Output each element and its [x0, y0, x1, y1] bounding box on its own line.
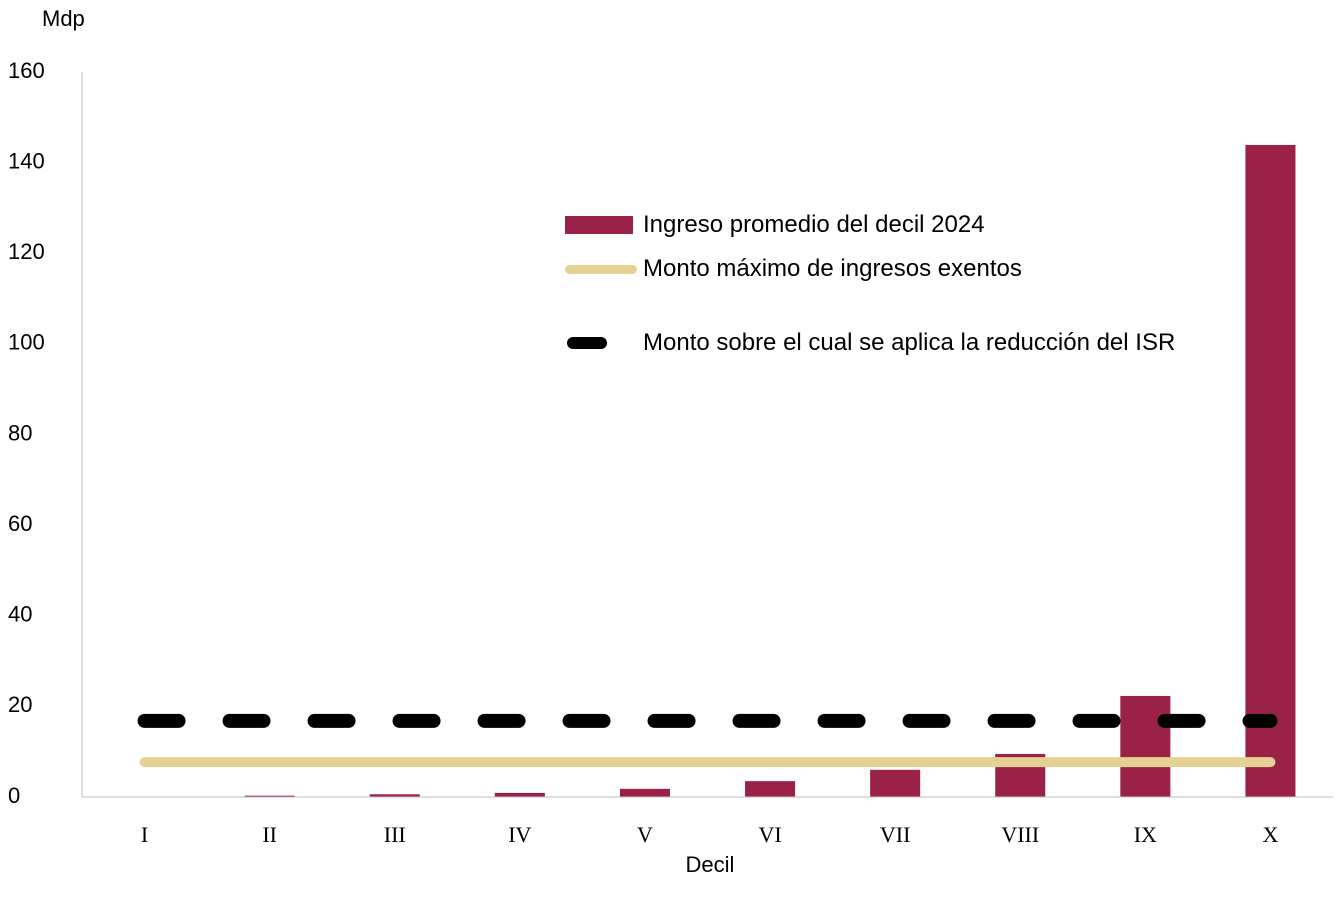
- y-tick-label: 80: [8, 420, 32, 445]
- bar: [494, 792, 545, 797]
- x-tick-label: II: [262, 822, 277, 847]
- legend-label: Monto máximo de ingresos exentos: [643, 255, 1022, 282]
- bar: [1120, 695, 1171, 797]
- x-axis-title: Decil: [686, 852, 735, 877]
- x-tick-label: I: [141, 822, 148, 847]
- legend-entry: Monto sobre el cual se aplica la reducci…: [565, 324, 1183, 362]
- y-tick-label: 100: [8, 330, 45, 355]
- bar: [870, 769, 921, 797]
- y-tick-label: 0: [8, 783, 20, 808]
- bar: [369, 794, 420, 797]
- bar: [619, 788, 670, 797]
- y-tick-label: 140: [8, 148, 45, 173]
- y-tick-label: 160: [8, 58, 45, 83]
- legend-swatch: [565, 324, 637, 362]
- bar: [244, 795, 295, 797]
- x-tick-label: IX: [1134, 822, 1157, 847]
- y-axis-title: Mdp: [42, 6, 85, 31]
- x-tick-label: VI: [758, 822, 781, 847]
- bar: [1245, 144, 1296, 797]
- x-tick-label: VIII: [1001, 822, 1039, 847]
- bar: [745, 781, 796, 797]
- y-tick-label: 40: [8, 602, 32, 627]
- x-tick-label: III: [384, 822, 406, 847]
- legend: Ingreso promedio del decil 2024 Monto máx…: [565, 206, 1183, 368]
- legend-swatch: [565, 250, 637, 288]
- legend-swatch: [565, 206, 637, 244]
- y-tick-label: 20: [8, 692, 32, 717]
- x-tick-label: VII: [880, 822, 911, 847]
- y-tick-label: 120: [8, 239, 45, 264]
- legend-entry: Ingreso promedio del decil 2024: [565, 206, 1183, 244]
- y-tick-label: 60: [8, 511, 32, 536]
- x-tick-label: V: [637, 822, 653, 847]
- x-tick-label: X: [1263, 822, 1279, 847]
- legend-label: Ingreso promedio del decil 2024: [643, 211, 985, 238]
- legend-label: Monto sobre el cual se aplica la reducci…: [643, 329, 1176, 356]
- x-tick-label: IV: [508, 822, 531, 847]
- legend-entry: Monto máximo de ingresos exentos: [565, 250, 1183, 288]
